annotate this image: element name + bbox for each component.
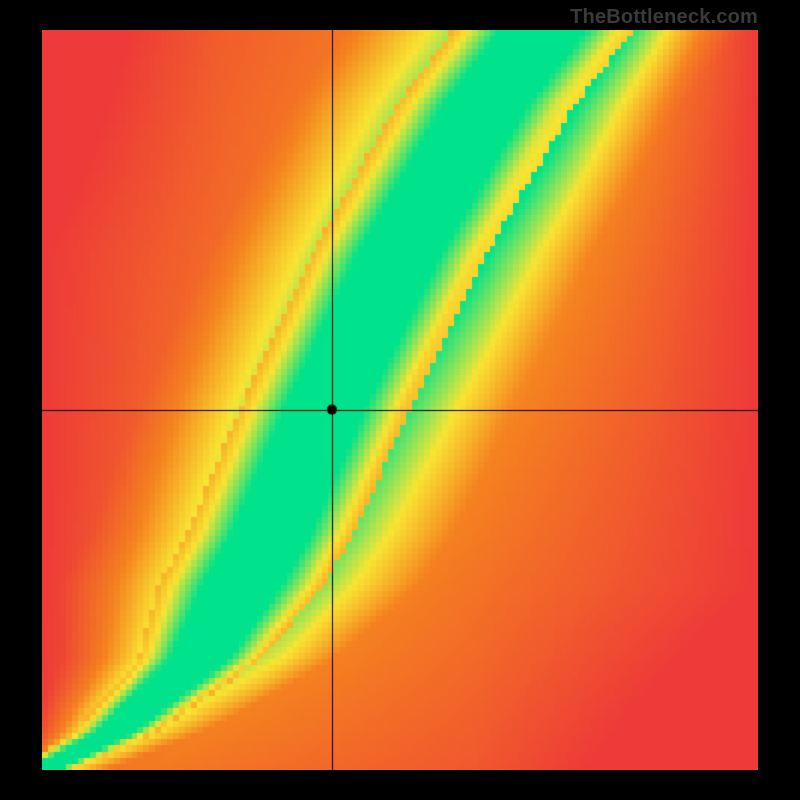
heatmap-canvas	[42, 30, 758, 770]
chart-frame: TheBottleneck.com	[0, 0, 800, 800]
watermark-text: TheBottleneck.com	[570, 6, 758, 29]
